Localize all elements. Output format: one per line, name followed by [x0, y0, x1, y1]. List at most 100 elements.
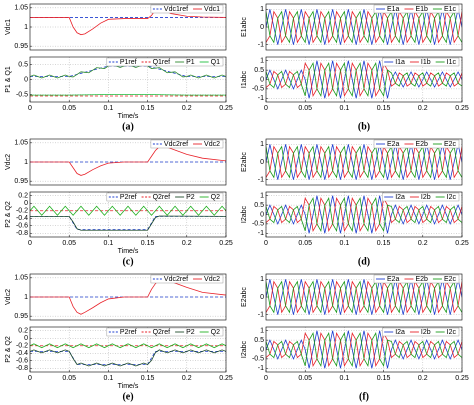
y-tick-label: -0.8: [16, 230, 28, 237]
x-tick-label: 0.15: [377, 105, 391, 112]
plot-frame: [29, 138, 227, 186]
y-axis-label: Vdc2: [5, 154, 12, 170]
legend-label: E1c: [444, 6, 457, 13]
x-tick-label: 0.1: [340, 105, 350, 112]
legend-label: Q2: [211, 329, 220, 336]
legend-label: I1a: [395, 59, 405, 66]
legend-label: P1: [186, 59, 195, 66]
x-tick-label: 0.25: [455, 240, 469, 247]
legend: P1ref Q1ref P1 Q1: [106, 57, 224, 67]
legend-label: I1c: [447, 59, 457, 66]
y-tick-label: 0.5: [254, 337, 264, 344]
y-tick-label: -1: [258, 230, 264, 237]
y-tick-label: 0.2: [18, 193, 28, 200]
series-line: [266, 331, 462, 368]
y-tick-label: -0.6: [16, 223, 28, 230]
legend-label: I2a: [395, 194, 405, 201]
series-line: [266, 61, 462, 98]
plot-frame: [29, 326, 227, 373]
y-tick-label: 1: [24, 24, 28, 31]
legend-label: I2c: [447, 329, 457, 336]
x-tick-label: 0.05: [298, 105, 312, 112]
x-tick-label: 0.25: [219, 105, 233, 112]
x-tick-label: 0.2: [182, 375, 192, 382]
plot-lines: [266, 279, 462, 315]
panel-caption: (d): [358, 256, 370, 267]
y-tick-label: -0.4: [16, 350, 28, 357]
legend-label: Vdc2ref: [164, 276, 188, 283]
legend-label: Q2: [211, 194, 220, 201]
x-tick-label: 0.05: [62, 105, 76, 112]
series-line: [266, 10, 462, 44]
plot-lines: [30, 145, 226, 176]
y-tick-label: 1: [260, 193, 264, 200]
x-tick-label: 0: [264, 105, 268, 112]
x-tick-label: 0.2: [182, 240, 192, 247]
legend-label: Vdc1ref: [164, 6, 188, 13]
x-tick-label: 0.2: [418, 105, 428, 112]
y-axis-label: Vdc1: [5, 19, 12, 35]
y-axis-label: I2abc: [241, 340, 248, 358]
y-tick-label: 1: [24, 294, 28, 301]
y-axis-label: I1abc: [241, 70, 248, 88]
x-tick-label: 0.2: [418, 375, 428, 382]
legend: I2a I2b I2c: [381, 192, 460, 202]
plot-frame: [29, 56, 227, 103]
y-tick-label: 0: [24, 200, 28, 207]
x-tick-label: 0.25: [455, 105, 469, 112]
y-tick-label: -0.2: [16, 343, 28, 350]
series-line: [30, 7, 226, 36]
legend: Vdc2ref Vdc2: [150, 274, 224, 284]
legend-label: P2ref: [120, 329, 137, 336]
y-tick-label: -1: [258, 42, 264, 49]
series-line: [30, 349, 226, 367]
legend: I1a I1b I1c: [381, 57, 460, 67]
series-line: [266, 196, 462, 233]
plot-frame: [265, 326, 463, 373]
plot-frame: [265, 138, 463, 186]
y-tick-label: 0: [260, 211, 264, 218]
legend-label: E2c: [444, 276, 457, 283]
y-tick-label: 0.5: [18, 61, 28, 68]
y-tick-label: 1: [260, 328, 264, 335]
panel-caption: (b): [358, 121, 370, 132]
plot-lines: [266, 60, 462, 99]
legend-label: E2b: [415, 276, 428, 283]
series-line: [30, 65, 226, 77]
legend-label: P2: [186, 329, 195, 336]
legend-label: E2a: [387, 276, 400, 283]
legend-box: [150, 274, 224, 284]
legend-box: [381, 327, 460, 337]
plot-frame: [265, 191, 463, 238]
y-tick-label: -0.2: [16, 208, 28, 215]
legend-label: P1ref: [120, 59, 137, 66]
y-tick-label: -0.5: [252, 221, 264, 228]
legend-label: I2b: [421, 194, 431, 201]
legend: P2ref Q2ref P2 Q2: [106, 327, 224, 337]
y-tick-label: 0.5: [254, 67, 264, 74]
plot-lines: [266, 9, 462, 45]
legend-box: [150, 4, 224, 14]
plot-frame: [29, 273, 227, 321]
y-tick-label: -1: [258, 312, 264, 319]
plot-lines: [266, 144, 462, 180]
y-tick-label: 0: [260, 346, 264, 353]
y-tick-label: 1: [260, 58, 264, 65]
series-line: [266, 145, 462, 179]
plot-lines: [30, 64, 226, 97]
y-tick-label: 0: [260, 294, 264, 301]
plot-lines: [30, 205, 226, 231]
legend: Vdc2ref Vdc2: [150, 139, 224, 149]
y-tick-label: 1: [260, 141, 264, 148]
x-tick-label: 0.15: [141, 105, 155, 112]
y-tick-label: -0.5: [252, 86, 264, 93]
plot-lines: [30, 343, 226, 367]
y-tick-label: 1.05: [14, 140, 28, 147]
panel-caption: (f): [359, 391, 369, 402]
legend-label: I2c: [447, 194, 457, 201]
y-tick-label: 1.05: [14, 5, 28, 12]
legend-box: [106, 57, 224, 67]
y-tick-label: 0: [24, 76, 28, 83]
legend-label: Q1ref: [153, 59, 171, 66]
